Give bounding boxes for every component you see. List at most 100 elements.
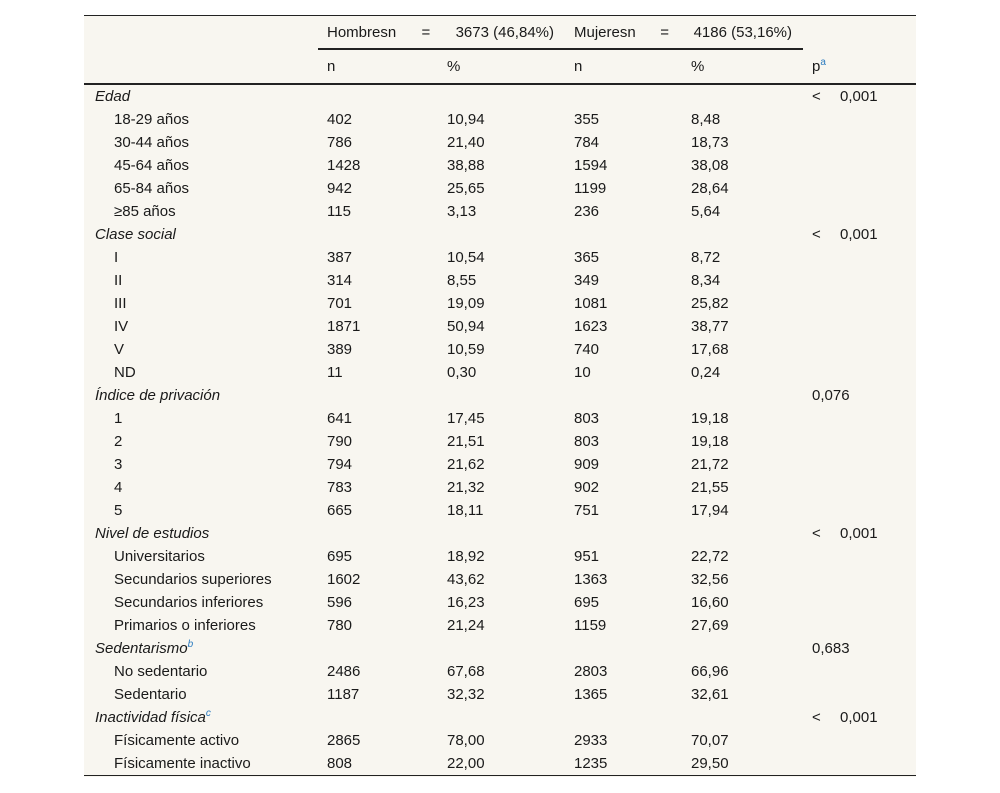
women-pct-cell: 70,07 [691,732,729,749]
row-label: Físicamente activo [114,732,240,749]
women-pct-cell: 25,82 [691,295,729,312]
empty-cell [682,706,803,729]
men-pct-cell: 21,62 [447,456,485,473]
women-n-cell: 1365 [574,686,608,703]
table-row: Físicamente activo 2865 78,00 2933 70,07 [84,729,916,752]
empty-cell [682,522,803,545]
women-n-cell: 236 [574,203,600,220]
men-n-cell: 314 [327,272,353,289]
women-pct-cell: 17,68 [691,341,729,358]
empty-cell [565,384,682,407]
empty-p-cell [803,269,916,292]
row-label: ND [114,364,136,381]
section-title: Sedentarismo [95,640,188,657]
men-n-cell: 641 [327,410,353,427]
p-value: 0,001 [840,709,878,726]
table-row: V 389 10,59 740 17,68 [84,338,916,361]
section-title-cell: Clase social [84,223,318,246]
row-label: 4 [114,479,123,496]
demographics-table: Hombresn = 3673 (46,84%) Mujeresn = 4186… [84,15,916,776]
table-row: 65-84 años 942 25,65 1199 28,64 [84,177,916,200]
men-pct-cell: 21,51 [447,433,485,450]
women-pct-cell: 22,72 [691,548,729,565]
empty-cell [565,706,682,729]
women-pct-cell: 21,72 [691,456,729,473]
women-pct-cell: 32,56 [691,571,729,588]
table-row: Primarios o inferiores 780 21,24 1159 27,69 [84,614,916,637]
section-row: Nivel de estudios <0,001 [84,522,916,545]
men-n-cell: 389 [327,341,353,358]
empty-cell [565,84,682,108]
section-title: Nivel de estudios [95,525,210,542]
women-n-cell: 1235 [565,752,682,776]
women-pct-cell: 66,96 [691,663,729,680]
women-pct-cell: 5,64 [691,203,721,220]
women-n-cell: 349 [574,272,600,289]
row-label: V [114,341,125,358]
section-row: Edad <0,001 [84,84,916,108]
p-value-cell: 0,076 [803,384,916,407]
men-pct-cell: 19,09 [447,295,485,312]
women-n-header: n [565,49,682,85]
men-n-cell: 1871 [327,318,361,335]
empty-p-cell [803,108,916,131]
women-n-cell: 909 [574,456,600,473]
empty-p-cell [803,591,916,614]
men-n-header: n [318,49,438,85]
men-n-cell: 2865 [327,732,361,749]
men-pct-cell: 22,00 [438,752,565,776]
row-label: I [114,249,119,266]
table-row: Universitarios 695 18,92 951 22,72 [84,545,916,568]
row-label: ≥85 años [114,203,176,220]
section-row: Índice de privación 0,076 [84,384,916,407]
section-footnote-marker: b [187,639,194,650]
table-row: 5 665 18,11 751 17,94 [84,499,916,522]
table-panel: Hombresn = 3673 (46,84%) Mujeresn = 4186… [84,15,916,777]
men-group-equals: = [421,23,431,41]
women-pct-cell: 29,50 [682,752,803,776]
section-title: Clase social [95,226,176,243]
men-pct-cell: 43,62 [447,571,485,588]
p-value-cell: 0,683 [803,637,916,660]
row-label: 18-29 años [114,111,190,128]
women-n-cell: 2933 [574,732,608,749]
empty-p-cell [803,729,916,752]
p-less-than: < [812,525,821,542]
men-group-label: Hombresn [327,23,397,41]
table-row: Secundarios superiores 1602 43,62 1363 32,56 [84,568,916,591]
men-n-cell: 942 [327,180,353,197]
header-empty-cell [803,15,916,49]
section-title: Inactividad física [95,709,206,726]
empty-p-cell [803,683,916,706]
men-pct-header: % [438,49,565,85]
empty-p-cell [803,177,916,200]
men-pct-cell: 21,32 [447,479,485,496]
women-pct-cell: 38,08 [691,157,729,174]
row-label: Secundarios superiores [114,571,272,588]
men-n-cell: 794 [327,456,353,473]
empty-p-cell [803,154,916,177]
women-pct-cell: 38,77 [691,318,729,335]
header-row-groups: Hombresn = 3673 (46,84%) Mujeresn = 4186… [84,15,916,50]
row-label: IV [114,318,129,335]
women-n-cell: 751 [574,502,600,519]
empty-cell [318,522,438,545]
p-less-than: < [812,709,821,726]
men-n-cell: 780 [327,617,353,634]
men-pct-cell: 67,68 [447,663,485,680]
empty-p-cell [803,246,916,269]
women-pct-cell: 28,64 [691,180,729,197]
empty-p-cell [803,545,916,568]
women-group-total: 4186 (53,16%) [693,23,792,41]
p-less-than: < [812,226,821,243]
row-label: 5 [114,502,123,519]
men-pct-cell: 38,88 [447,157,485,174]
women-n-cell: 902 [574,479,600,496]
men-n-cell: 786 [327,134,353,151]
men-n-cell: 115 [327,203,351,220]
empty-p-cell [803,453,916,476]
empty-p-cell [803,292,916,315]
empty-p-cell [803,752,916,776]
women-group-equals: = [660,23,670,41]
empty-p-cell [803,614,916,637]
